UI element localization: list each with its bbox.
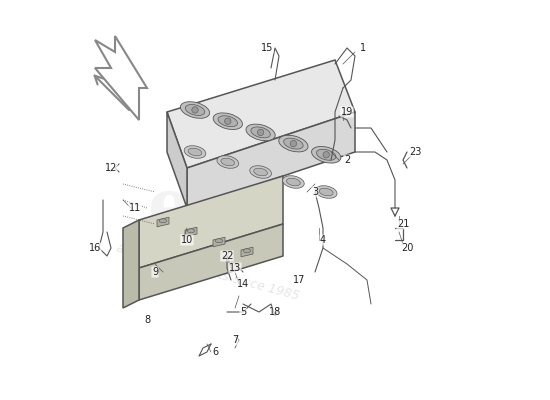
Text: 5: 5 <box>240 307 246 317</box>
Circle shape <box>290 140 296 147</box>
Ellipse shape <box>180 102 210 118</box>
Circle shape <box>257 129 264 136</box>
Ellipse shape <box>312 146 341 163</box>
Ellipse shape <box>221 158 235 166</box>
Text: 9: 9 <box>152 267 158 277</box>
Polygon shape <box>157 217 169 227</box>
Polygon shape <box>213 237 225 247</box>
Ellipse shape <box>160 219 167 223</box>
Text: 7: 7 <box>232 335 238 345</box>
Text: 20: 20 <box>401 243 413 253</box>
Text: 19: 19 <box>341 107 353 117</box>
Text: eu: eu <box>147 176 238 240</box>
Polygon shape <box>185 227 197 237</box>
Ellipse shape <box>184 146 206 158</box>
Text: 14: 14 <box>237 279 249 289</box>
Text: 2: 2 <box>344 155 350 165</box>
Ellipse shape <box>316 149 336 160</box>
Ellipse shape <box>279 135 308 152</box>
Ellipse shape <box>246 124 275 141</box>
Circle shape <box>224 118 231 124</box>
Text: 22: 22 <box>221 251 233 261</box>
Ellipse shape <box>254 168 267 176</box>
Text: 1: 1 <box>360 43 366 53</box>
Text: a passion for parts since 1985: a passion for parts since 1985 <box>115 242 301 303</box>
Ellipse shape <box>216 239 223 243</box>
Text: 10: 10 <box>181 235 193 245</box>
Circle shape <box>323 152 329 158</box>
Ellipse shape <box>284 138 303 149</box>
Text: 11: 11 <box>129 203 141 213</box>
Ellipse shape <box>250 166 272 178</box>
Ellipse shape <box>188 148 202 156</box>
Text: 8: 8 <box>144 315 150 325</box>
Text: 4: 4 <box>320 235 326 245</box>
Ellipse shape <box>283 176 304 188</box>
Polygon shape <box>167 112 187 208</box>
Text: 17: 17 <box>293 275 305 285</box>
Circle shape <box>192 107 198 113</box>
Ellipse shape <box>185 104 205 116</box>
Ellipse shape <box>287 178 300 186</box>
Ellipse shape <box>315 186 337 198</box>
Text: 6: 6 <box>212 347 218 357</box>
Text: 18: 18 <box>269 307 281 317</box>
Polygon shape <box>187 112 355 208</box>
Text: 21: 21 <box>397 219 409 229</box>
Text: 23: 23 <box>409 147 421 157</box>
Polygon shape <box>139 176 283 268</box>
Ellipse shape <box>320 188 333 196</box>
Polygon shape <box>241 247 253 257</box>
Ellipse shape <box>251 127 271 138</box>
Ellipse shape <box>217 156 239 168</box>
Ellipse shape <box>188 229 195 233</box>
Text: 15: 15 <box>261 43 273 53</box>
Polygon shape <box>123 220 139 308</box>
Ellipse shape <box>244 249 251 253</box>
Ellipse shape <box>218 116 238 127</box>
Text: 12: 12 <box>105 163 117 173</box>
Polygon shape <box>139 224 283 300</box>
Ellipse shape <box>213 113 243 130</box>
Text: 13: 13 <box>229 263 241 273</box>
Text: 16: 16 <box>89 243 101 253</box>
Polygon shape <box>167 60 355 168</box>
Text: 3: 3 <box>312 187 318 197</box>
